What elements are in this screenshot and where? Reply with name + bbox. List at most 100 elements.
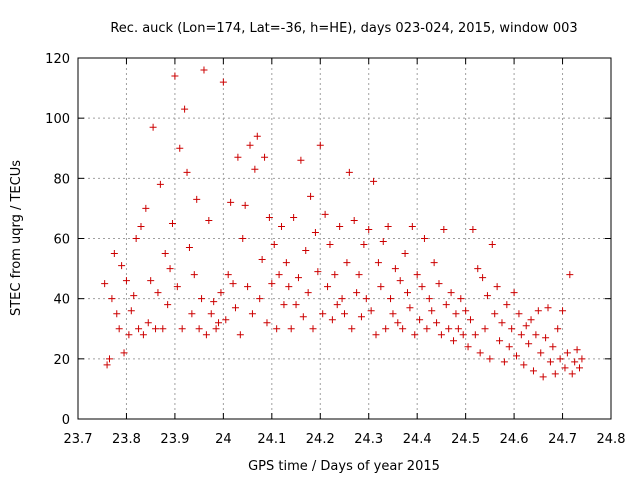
data-point bbox=[137, 222, 145, 230]
data-point bbox=[513, 352, 521, 360]
x-tick-label: 24.2 bbox=[306, 432, 335, 447]
chart-title: Rec. auck (Lon=174, Lat=-36, h=HE), days… bbox=[110, 21, 577, 36]
data-point bbox=[236, 331, 244, 339]
data-point bbox=[333, 301, 341, 309]
data-point bbox=[389, 310, 397, 318]
data-point bbox=[571, 358, 579, 366]
data-point bbox=[491, 310, 499, 318]
data-point bbox=[251, 165, 259, 173]
data-point bbox=[244, 283, 252, 291]
data-point bbox=[195, 325, 203, 333]
data-point bbox=[142, 204, 150, 212]
data-point bbox=[382, 325, 390, 333]
data-point bbox=[185, 244, 193, 252]
data-point bbox=[319, 310, 327, 318]
data-point bbox=[161, 250, 169, 258]
data-point bbox=[561, 364, 569, 372]
data-point bbox=[425, 295, 433, 303]
data-point bbox=[510, 289, 518, 297]
data-point bbox=[307, 192, 315, 200]
data-point bbox=[367, 307, 375, 315]
data-point bbox=[246, 141, 254, 149]
data-point bbox=[377, 283, 385, 291]
data-point bbox=[118, 262, 126, 270]
data-point bbox=[515, 310, 523, 318]
data-point bbox=[127, 307, 135, 315]
data-point bbox=[343, 259, 351, 267]
data-point bbox=[508, 325, 516, 333]
data-point bbox=[457, 295, 465, 303]
data-point bbox=[207, 310, 215, 318]
data-point bbox=[314, 268, 322, 276]
data-point bbox=[428, 307, 436, 315]
x-tick-label: 24.6 bbox=[500, 432, 529, 447]
data-point bbox=[348, 325, 356, 333]
data-point bbox=[147, 277, 155, 285]
data-point bbox=[183, 168, 191, 176]
data-point bbox=[299, 313, 307, 321]
data-point bbox=[345, 168, 353, 176]
data-point bbox=[302, 247, 310, 255]
y-tick-label: 60 bbox=[53, 233, 70, 248]
data-point bbox=[178, 325, 186, 333]
data-point bbox=[166, 265, 174, 273]
data-point bbox=[420, 235, 428, 242]
data-point bbox=[341, 310, 348, 318]
x-tick-label: 24.3 bbox=[354, 432, 383, 447]
data-point bbox=[324, 283, 332, 291]
data-point bbox=[135, 325, 143, 333]
data-point bbox=[222, 316, 230, 324]
data-point bbox=[387, 295, 395, 303]
data-point bbox=[423, 325, 431, 333]
data-point bbox=[493, 283, 501, 291]
data-point bbox=[411, 331, 419, 339]
data-point bbox=[229, 280, 237, 288]
data-point bbox=[144, 319, 152, 327]
data-point bbox=[520, 361, 528, 369]
data-point bbox=[488, 241, 496, 249]
data-point bbox=[115, 325, 123, 333]
data-point bbox=[282, 259, 290, 267]
data-point bbox=[568, 370, 576, 378]
data-point bbox=[164, 301, 172, 309]
data-point bbox=[198, 295, 206, 303]
data-point bbox=[360, 241, 368, 249]
data-point bbox=[416, 316, 424, 324]
data-point bbox=[108, 295, 116, 303]
data-point bbox=[462, 307, 470, 315]
x-axis-label: GPS time / Days of year 2015 bbox=[248, 459, 440, 474]
data-point bbox=[454, 325, 462, 333]
data-point bbox=[365, 225, 373, 233]
axis-ticks bbox=[77, 57, 612, 420]
data-point bbox=[212, 325, 220, 333]
data-point bbox=[355, 271, 363, 279]
data-point bbox=[113, 310, 121, 318]
data-point bbox=[297, 156, 305, 164]
data-point bbox=[379, 238, 387, 246]
data-point bbox=[263, 319, 271, 327]
data-point bbox=[328, 316, 336, 324]
data-point bbox=[406, 304, 414, 312]
data-point bbox=[200, 66, 208, 74]
data-point bbox=[309, 325, 317, 333]
data-point bbox=[374, 259, 382, 267]
data-point bbox=[396, 277, 404, 285]
data-point bbox=[205, 216, 213, 224]
data-point bbox=[234, 153, 242, 161]
data-point bbox=[122, 277, 130, 285]
data-point bbox=[505, 343, 513, 351]
data-point bbox=[149, 123, 157, 131]
data-point bbox=[474, 265, 482, 273]
data-point bbox=[525, 340, 533, 348]
y-tick-label: 0 bbox=[62, 413, 70, 428]
data-point bbox=[239, 235, 247, 242]
data-point bbox=[139, 331, 147, 339]
data-point bbox=[435, 280, 443, 288]
data-point bbox=[171, 72, 179, 80]
data-point bbox=[294, 274, 302, 282]
data-point bbox=[202, 331, 210, 339]
data-point bbox=[321, 210, 329, 218]
data-point bbox=[285, 283, 293, 291]
data-point bbox=[176, 144, 184, 152]
x-tick-label: 23.8 bbox=[112, 432, 141, 447]
